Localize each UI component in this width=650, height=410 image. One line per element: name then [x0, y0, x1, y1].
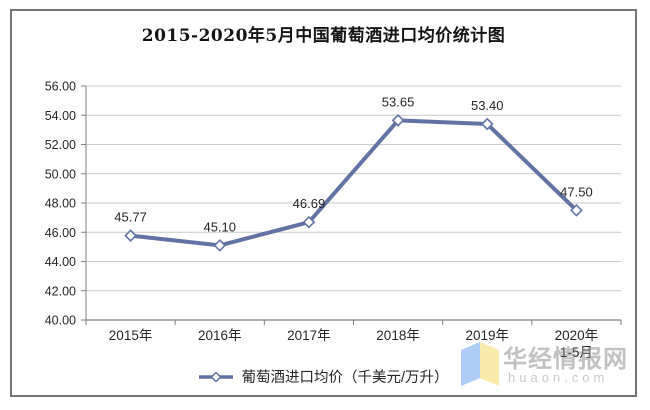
x-axis-label: 1-5月: [560, 345, 593, 360]
y-axis-label: 46.00: [45, 226, 76, 240]
data-label: 46.69: [293, 196, 326, 211]
x-axis-label: 2017年: [287, 328, 331, 343]
legend: 葡萄酒进口均价（千美元/万升）: [10, 366, 637, 387]
y-axis-label: 52.00: [45, 138, 76, 152]
y-axis-label: 48.00: [45, 197, 76, 211]
legend-marker-icon: [199, 370, 234, 383]
data-label: 53.40: [471, 98, 504, 113]
y-axis-label: 40.00: [45, 314, 76, 328]
data-label: 45.77: [114, 210, 147, 225]
series-line: [128, 118, 579, 248]
y-axis-label: 54.00: [45, 109, 76, 123]
y-axis-label: 42.00: [45, 284, 76, 298]
x-axis-label: 2020年: [555, 328, 599, 343]
data-point-marker: [302, 215, 316, 229]
data-point-marker: [570, 203, 583, 217]
x-axis-label: 2015年: [109, 328, 153, 343]
data-label: 45.10: [203, 219, 236, 234]
data-point-marker: [213, 239, 227, 252]
y-axis-label: 44.00: [45, 255, 76, 269]
x-axis-label: 2018年: [376, 328, 420, 343]
data-label: 47.50: [560, 184, 593, 199]
data-label: 53.65: [382, 94, 415, 109]
x-axis-label: 2019年: [465, 328, 509, 343]
chart-title: 2015-2020年5月中国葡萄酒进口均价统计图: [141, 26, 506, 46]
y-axis-label: 56.00: [45, 80, 76, 94]
data-point-marker: [391, 114, 405, 127]
x-axis-label: 2016年: [198, 328, 242, 343]
y-axis-label: 50.00: [45, 167, 76, 181]
data-point-marker: [480, 117, 494, 131]
legend-diamond: [210, 370, 223, 383]
data-point-marker: [124, 229, 137, 242]
legend-label: 葡萄酒进口均价（千美元/万升）: [241, 370, 449, 386]
